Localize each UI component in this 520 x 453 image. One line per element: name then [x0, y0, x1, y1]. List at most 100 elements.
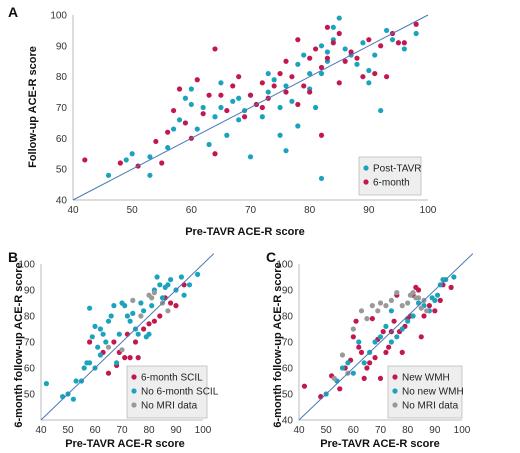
legend: 6-month SCIL No 6-month SCIL No MRI data	[126, 365, 219, 419]
data-point	[224, 107, 230, 114]
data-point	[157, 282, 163, 288]
y-axis-label: Follow-up ACE-R score	[27, 46, 39, 168]
data-point	[432, 297, 438, 303]
data-point	[342, 58, 348, 64]
legend-marker	[131, 388, 137, 394]
data-point	[218, 80, 224, 86]
data-point	[271, 77, 277, 83]
data-point	[138, 300, 144, 306]
y-axis-label: 6-month follow-up ACE-R score	[13, 262, 25, 427]
data-point	[87, 339, 93, 345]
x-tick-label: 90	[429, 425, 441, 436]
y-tick-label: 100	[276, 260, 293, 271]
data-point	[415, 300, 422, 306]
data-point	[318, 394, 324, 400]
data-point	[405, 300, 411, 306]
x-tick-label: 80	[304, 205, 316, 216]
data-point	[353, 318, 359, 324]
data-point	[295, 37, 301, 43]
data-point	[212, 151, 218, 157]
data-point	[236, 95, 242, 101]
legend-marker	[392, 374, 398, 380]
y-tick-label: 90	[56, 41, 68, 52]
x-tick-label: 50	[62, 425, 74, 436]
data-point	[173, 303, 179, 309]
data-point	[448, 284, 454, 290]
data-point	[87, 360, 93, 366]
data-point	[350, 334, 356, 340]
data-point	[195, 271, 201, 277]
data-point	[236, 117, 242, 123]
data-point	[410, 313, 416, 319]
data-point	[369, 316, 375, 322]
data-point	[92, 323, 98, 329]
scatter-panel-3: C 40 50 60 70 80 90 100 40 50 60 70 80 90 100 Pre-TAVR …	[266, 249, 474, 450]
data-point	[434, 292, 441, 298]
data-point	[82, 157, 88, 163]
data-point	[399, 326, 405, 332]
data-point	[70, 396, 76, 402]
x-tick-label: 90	[170, 425, 182, 436]
data-point	[218, 104, 224, 111]
y-tick-label: 80	[24, 312, 36, 323]
data-point	[165, 144, 171, 151]
data-point	[194, 126, 200, 132]
data-point	[289, 74, 295, 80]
data-point	[170, 126, 177, 132]
data-point	[451, 274, 457, 280]
data-point	[377, 300, 384, 306]
data-point	[151, 318, 157, 324]
data-point	[295, 101, 301, 108]
data-point	[89, 334, 95, 340]
data-point	[358, 349, 365, 355]
data-point	[111, 339, 117, 345]
legend-marker	[131, 402, 137, 408]
data-point	[130, 297, 136, 303]
data-point	[206, 92, 212, 98]
data-point	[358, 308, 365, 314]
data-point	[378, 107, 384, 114]
data-point	[178, 274, 184, 280]
data-point	[124, 313, 130, 319]
legend-label: No new WMH	[402, 387, 464, 398]
legend-label: No MRI data	[402, 401, 459, 412]
data-point	[97, 326, 103, 332]
data-point	[105, 370, 112, 376]
legend-marker	[363, 165, 369, 171]
data-point	[360, 40, 366, 46]
x-tick-label: 80	[143, 425, 155, 436]
data-point	[147, 154, 153, 160]
data-point	[127, 355, 133, 361]
data-point	[105, 344, 112, 350]
panel-label: B	[8, 249, 18, 265]
data-point	[181, 292, 187, 298]
data-point	[182, 120, 189, 126]
y-tick-label: 100	[50, 11, 67, 22]
panel-label: A	[8, 4, 18, 20]
data-point	[375, 308, 381, 314]
data-point	[413, 21, 419, 27]
data-point	[149, 295, 155, 301]
data-point	[410, 290, 416, 296]
data-point	[135, 331, 141, 337]
data-point	[388, 297, 394, 303]
data-point	[394, 334, 400, 340]
data-point	[132, 339, 139, 345]
data-point	[415, 295, 422, 301]
data-point	[389, 37, 396, 43]
data-point	[289, 98, 295, 104]
data-point	[73, 378, 79, 384]
data-point	[383, 27, 390, 34]
data-point	[87, 305, 93, 311]
data-point	[330, 24, 336, 30]
series-1	[105, 15, 419, 182]
data-point	[154, 274, 160, 280]
x-tick-label: 40	[293, 425, 305, 436]
data-point	[283, 148, 289, 154]
data-point	[111, 303, 117, 309]
data-point	[188, 101, 194, 108]
data-point	[372, 52, 378, 58]
legend-marker	[131, 374, 137, 380]
data-point	[117, 160, 123, 166]
scatter-panel-1: A 40 50 60 70 80 90 100 40 50 60 70 80 90 100 Pre-TAVR …	[8, 4, 437, 238]
